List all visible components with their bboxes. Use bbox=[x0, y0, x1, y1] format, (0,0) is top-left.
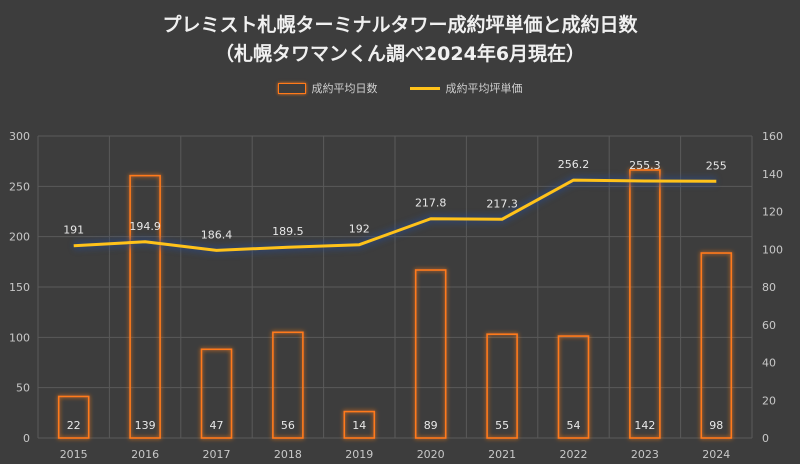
bar-data-label: 139 bbox=[135, 419, 156, 432]
bar bbox=[700, 252, 733, 439]
line-data-label: 186.4 bbox=[201, 228, 233, 241]
y-left-tick-label: 300 bbox=[9, 130, 30, 143]
bar-data-label: 98 bbox=[709, 419, 723, 432]
y-right-tick-label: 100 bbox=[762, 243, 783, 256]
x-tick-label: 2021 bbox=[488, 448, 516, 461]
bar-data-label: 55 bbox=[495, 419, 509, 432]
y-left-tick-label: 200 bbox=[9, 231, 30, 244]
legend-item-price: 成約平均坪単価 bbox=[409, 80, 523, 96]
y-left-tick-label: 100 bbox=[9, 331, 30, 344]
legend-item-days: 成約平均日数 bbox=[277, 80, 378, 96]
line-data-label: 255 bbox=[706, 159, 727, 172]
y-right-tick-label: 0 bbox=[762, 432, 769, 445]
x-tick-label: 2019 bbox=[345, 448, 373, 461]
bar-data-label: 56 bbox=[281, 419, 295, 432]
line-data-label: 189.5 bbox=[272, 225, 304, 238]
y-right-tick-label: 120 bbox=[762, 206, 783, 219]
x-tick-label: 2015 bbox=[60, 448, 88, 461]
chart-subtitle: （札幌タワマンくん調べ2024年6月現在） bbox=[214, 43, 586, 65]
x-tick-label: 2024 bbox=[702, 448, 730, 461]
y-right-tick-label: 40 bbox=[762, 357, 776, 370]
line-data-label: 191 bbox=[63, 224, 84, 237]
x-tick-label: 2022 bbox=[560, 448, 588, 461]
x-tick-label: 2016 bbox=[131, 448, 159, 461]
bar-data-label: 47 bbox=[210, 419, 224, 432]
bar bbox=[629, 169, 661, 439]
y-right-tick-label: 140 bbox=[762, 168, 783, 181]
x-tick-label: 2017 bbox=[203, 448, 231, 461]
y-left-tick-label: 150 bbox=[9, 281, 30, 294]
y-right-tick-label: 60 bbox=[762, 319, 776, 332]
bar-data-label: 22 bbox=[67, 419, 81, 432]
bar bbox=[200, 348, 233, 439]
line-data-label: 256.2 bbox=[558, 158, 590, 171]
legend: 成約平均日数 成約平均坪単価 bbox=[0, 80, 800, 96]
bar bbox=[486, 333, 518, 439]
legend-swatch-bar bbox=[277, 82, 306, 94]
y-right-tick-label: 20 bbox=[762, 394, 776, 407]
chart-title: プレミスト札幌ターミナルタワー成約坪単価と成約日数 bbox=[162, 14, 638, 36]
bar bbox=[57, 395, 90, 439]
line-data-label: 255.3 bbox=[629, 159, 661, 172]
y-left-tick-label: 0 bbox=[23, 432, 30, 445]
line-data-label: 194.9 bbox=[129, 220, 161, 233]
y-left-tick-label: 50 bbox=[16, 382, 30, 395]
legend-label-price: 成約平均坪単価 bbox=[445, 82, 523, 95]
line-series-price bbox=[73, 178, 717, 252]
y-right-tick-label: 80 bbox=[762, 281, 776, 294]
y-left-tick-label: 250 bbox=[9, 180, 30, 193]
bar bbox=[129, 174, 161, 439]
bar-data-label: 142 bbox=[634, 419, 655, 432]
x-tick-label: 2020 bbox=[417, 448, 445, 461]
line-data-label: 217.3 bbox=[486, 197, 518, 210]
bar bbox=[343, 410, 376, 439]
x-tick-label: 2023 bbox=[631, 448, 659, 461]
bar-data-label: 14 bbox=[352, 419, 366, 432]
bar bbox=[557, 335, 590, 439]
y-right-tick-label: 160 bbox=[762, 130, 783, 143]
legend-swatch-line bbox=[409, 86, 440, 90]
bar-data-label: 89 bbox=[424, 419, 438, 432]
x-tick-label: 2018 bbox=[274, 448, 302, 461]
bar bbox=[272, 331, 304, 439]
line-data-label: 217.8 bbox=[415, 197, 447, 210]
bar-data-label: 54 bbox=[567, 419, 581, 432]
bar bbox=[414, 269, 447, 439]
line-data-label: 192 bbox=[349, 223, 370, 236]
legend-label-days: 成約平均日数 bbox=[311, 82, 378, 95]
